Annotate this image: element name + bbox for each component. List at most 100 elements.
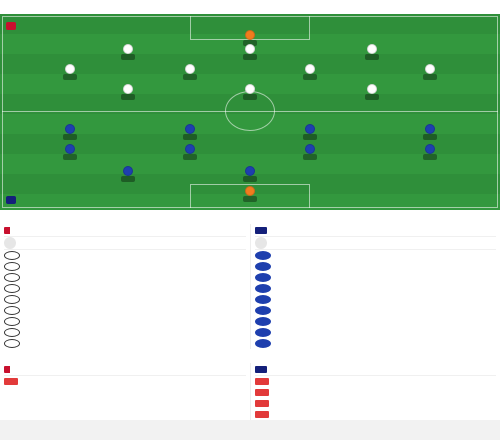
player-shirt-icon xyxy=(245,186,255,196)
away-player[interactable] xyxy=(42,144,98,162)
player-shirt-icon xyxy=(185,144,195,154)
away-team-row xyxy=(255,224,496,237)
bench-row[interactable] xyxy=(4,338,246,349)
away-coach-row xyxy=(255,237,496,250)
player-shirt-icon xyxy=(123,166,133,176)
home-player[interactable] xyxy=(222,30,278,48)
shirt-icon xyxy=(255,262,271,271)
away-player[interactable] xyxy=(282,124,338,142)
home-player[interactable] xyxy=(344,44,400,62)
bench-row[interactable] xyxy=(4,316,246,327)
home-player[interactable] xyxy=(222,44,278,62)
bench-row[interactable] xyxy=(255,305,496,316)
home-player[interactable] xyxy=(100,84,156,102)
away-crest-icon xyxy=(6,196,16,204)
shirt-icon xyxy=(4,295,20,304)
player-rating xyxy=(365,54,379,60)
injury-section xyxy=(0,363,500,420)
bench-row[interactable] xyxy=(4,283,246,294)
home-subs-list xyxy=(4,250,246,349)
injury-row[interactable] xyxy=(4,376,246,387)
player-rating xyxy=(243,94,257,100)
bench-row[interactable] xyxy=(4,272,246,283)
injury-icon xyxy=(4,378,18,385)
shirt-icon xyxy=(4,262,20,271)
shirt-icon xyxy=(255,284,271,293)
bench-row[interactable] xyxy=(4,261,246,272)
player-rating xyxy=(183,154,197,160)
away-player[interactable] xyxy=(402,144,458,162)
away-player[interactable] xyxy=(42,124,98,142)
player-rating xyxy=(303,154,317,160)
bench-row[interactable] xyxy=(4,327,246,338)
home-team-row xyxy=(4,224,246,237)
bench-row[interactable] xyxy=(255,272,496,283)
player-rating xyxy=(303,74,317,80)
bench-row[interactable] xyxy=(255,316,496,327)
home-player[interactable] xyxy=(402,64,458,82)
injury-row[interactable] xyxy=(255,387,496,398)
player-rating xyxy=(243,176,257,182)
away-injury-list xyxy=(255,376,496,420)
player-rating xyxy=(63,134,77,140)
injury-icon xyxy=(255,411,269,418)
player-shirt-icon xyxy=(245,44,255,54)
home-flag-icon xyxy=(4,365,16,373)
shirt-icon xyxy=(4,328,20,337)
player-shirt-icon xyxy=(65,124,75,134)
player-rating xyxy=(121,176,135,182)
shirt-icon xyxy=(255,328,271,337)
bench-row[interactable] xyxy=(255,338,496,349)
player-shirt-icon xyxy=(425,144,435,154)
injury-icon xyxy=(255,378,269,385)
home-crest-icon xyxy=(6,22,16,30)
bench-row[interactable] xyxy=(4,250,246,261)
player-rating xyxy=(121,94,135,100)
shirt-icon xyxy=(255,273,271,282)
bench-row[interactable] xyxy=(255,327,496,338)
away-player[interactable] xyxy=(162,124,218,142)
player-rating xyxy=(183,74,197,80)
bench-row[interactable] xyxy=(255,261,496,272)
away-player[interactable] xyxy=(282,144,338,162)
injury-icon xyxy=(255,389,269,396)
away-player[interactable] xyxy=(162,144,218,162)
player-shirt-icon xyxy=(185,124,195,134)
bench-row[interactable] xyxy=(255,250,496,261)
home-player[interactable] xyxy=(100,44,156,62)
away-player[interactable] xyxy=(100,166,156,184)
player-rating xyxy=(303,134,317,140)
injury-row[interactable] xyxy=(255,398,496,409)
away-bench xyxy=(250,224,500,349)
home-player[interactable] xyxy=(344,84,400,102)
home-coach-avatar xyxy=(4,237,16,249)
bench-row[interactable] xyxy=(4,305,246,316)
home-player[interactable] xyxy=(222,84,278,102)
away-flag-icon xyxy=(255,226,267,234)
player-shirt-icon xyxy=(245,166,255,176)
injury-row[interactable] xyxy=(255,409,496,420)
home-player[interactable] xyxy=(42,64,98,82)
home-player[interactable] xyxy=(282,64,338,82)
player-shirt-icon xyxy=(185,64,195,74)
player-shirt-icon xyxy=(425,64,435,74)
away-player[interactable] xyxy=(222,166,278,184)
bench-row[interactable] xyxy=(255,283,496,294)
away-player[interactable] xyxy=(402,124,458,142)
player-shirt-icon xyxy=(123,84,133,94)
bench-row[interactable] xyxy=(255,294,496,305)
shirt-icon xyxy=(4,317,20,326)
bench-row[interactable] xyxy=(4,294,246,305)
home-injury-team-row xyxy=(4,363,246,376)
injury-row[interactable] xyxy=(255,376,496,387)
player-rating xyxy=(365,94,379,100)
away-player[interactable] xyxy=(222,186,278,204)
shirt-icon xyxy=(4,251,20,260)
player-shirt-icon xyxy=(123,44,133,54)
shirt-icon xyxy=(4,306,20,315)
lineup-header xyxy=(0,0,500,14)
home-player[interactable] xyxy=(162,64,218,82)
player-shirt-icon xyxy=(65,64,75,74)
player-rating xyxy=(243,54,257,60)
away-flag-icon xyxy=(255,365,267,373)
